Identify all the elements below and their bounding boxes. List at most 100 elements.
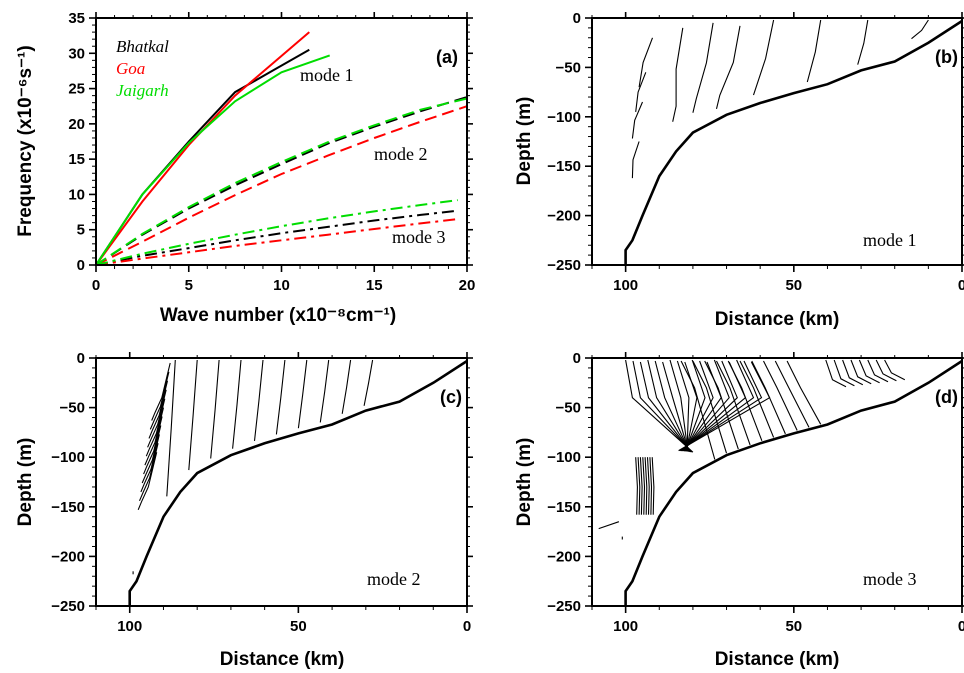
contour-line — [141, 425, 162, 484]
contour-line — [140, 434, 160, 493]
y-tick-label: −100 — [51, 449, 85, 466]
panel-label: (b) — [935, 47, 958, 67]
contour-line — [297, 359, 308, 429]
contour-line — [149, 371, 170, 430]
y-tick-label: −250 — [547, 598, 581, 615]
contour-line — [632, 360, 693, 453]
plot-frame — [591, 17, 963, 266]
contour-line — [681, 360, 738, 452]
contour-line — [598, 521, 620, 530]
contour-line — [669, 359, 689, 452]
contour-line — [151, 362, 171, 421]
contour-line — [774, 360, 810, 428]
x-tick-label: 50 — [785, 277, 802, 294]
axis-ticks: 100 50 0 0 −50 −100 −150 −200 −250 — [51, 350, 473, 635]
series-goa-mode-3 — [96, 218, 458, 265]
y-tick-label: 35 — [68, 10, 85, 27]
x-tick-label: 100 — [117, 618, 142, 635]
contour-lines — [598, 359, 906, 540]
bathymetry-line — [624, 359, 963, 606]
y-tick-label: 30 — [68, 45, 85, 62]
x-tick-label: 0 — [958, 618, 964, 635]
y-tick-label: −200 — [547, 548, 581, 565]
contour-line — [210, 359, 220, 459]
contour-line — [727, 360, 763, 441]
contour-line — [684, 359, 706, 452]
x-tick-label: 100 — [613, 277, 638, 294]
contour-line — [716, 360, 751, 446]
y-tick-label: −150 — [547, 499, 581, 516]
x-axis-label: Distance (km) — [715, 309, 840, 330]
contour-line — [692, 22, 714, 113]
series-jaigarh-mode-1 — [96, 54, 331, 265]
contour-line — [692, 360, 728, 454]
y-tick-label: 0 — [77, 257, 85, 274]
contour-lines — [132, 359, 374, 575]
contour-line — [786, 360, 822, 425]
axis-ticks: 100 50 0 0 −50 −100 −150 −200 −250 — [547, 350, 964, 635]
contour-line — [858, 359, 880, 384]
x-tick-label: 15 — [366, 277, 383, 294]
contour-line — [166, 359, 176, 497]
contour-line — [739, 360, 775, 438]
contour-line — [625, 359, 694, 453]
contour-line — [679, 359, 755, 452]
y-tick-label: −150 — [51, 499, 85, 516]
y-tick-label: −50 — [556, 400, 581, 417]
y-tick-label: 5 — [77, 222, 85, 239]
x-tick-label: 50 — [290, 618, 307, 635]
x-tick-label: 20 — [459, 277, 476, 294]
legend-entry-jaigarh: Jaigarh — [116, 81, 169, 100]
contour-line — [806, 19, 822, 83]
contour-line — [850, 359, 872, 385]
x-tick-label: 0 — [958, 277, 964, 294]
y-tick-label: 0 — [77, 350, 85, 367]
contour-line — [642, 457, 646, 515]
contour-line — [363, 359, 374, 406]
contour-line — [635, 72, 647, 112]
x-axis-label: Distance (km) — [220, 649, 345, 670]
series-goa-mode-1 — [96, 31, 310, 265]
panel-label: (c) — [440, 387, 462, 407]
y-tick-label: −100 — [547, 109, 581, 126]
contour-line — [639, 457, 643, 515]
contour-line — [651, 457, 655, 515]
bathymetry-line — [624, 19, 963, 265]
contour-line — [639, 361, 692, 453]
contour-line — [751, 360, 786, 435]
contour-line — [857, 19, 869, 65]
mode-2-annotation: mode 2 — [374, 144, 428, 164]
y-tick-label: 25 — [68, 81, 85, 98]
contour-line — [144, 407, 165, 466]
mode-1-annotation: mode 1 — [300, 65, 354, 85]
contour-line — [319, 359, 330, 423]
contour-line — [676, 360, 690, 452]
y-tick-label: −200 — [547, 208, 581, 225]
contour-line — [148, 380, 169, 439]
plot-frame — [591, 357, 963, 607]
contour-line — [147, 389, 167, 448]
panel-d-mode-3-section: 100 50 0 0 −50 −100 −150 −200 −250 (d) mode 3 Di… — [514, 350, 964, 670]
x-axis-label: Distance (km) — [715, 649, 840, 670]
plot-frame — [95, 357, 468, 607]
panel-a-frequency-chart: 0 5 10 15 20 0 5 10 15 20 25 30 35 (a) mode 1 mode 2… — [15, 10, 475, 326]
mode-annotation: mode 3 — [863, 569, 917, 589]
contour-line — [631, 101, 644, 139]
axis-ticks: 0 5 10 15 20 0 5 10 15 20 25 30 35 — [68, 10, 475, 294]
contour-line — [649, 457, 653, 515]
contour-line — [842, 359, 864, 386]
y-axis-label: Frequency (x10⁻⁶s⁻¹) — [15, 45, 36, 236]
x-tick-label: 10 — [273, 277, 290, 294]
y-axis-label: Depth (m) — [514, 97, 535, 186]
panel-label: (d) — [935, 387, 958, 407]
contour-line — [715, 25, 741, 110]
panel-b-mode-1-section: 100 50 0 0 −50 −100 −150 −200 −250 (b) mode 1 Di… — [514, 10, 964, 330]
contour-line — [137, 452, 158, 511]
contour-line — [680, 360, 716, 460]
contour-line — [143, 416, 163, 475]
contour-line — [232, 359, 242, 449]
contour-line — [138, 443, 159, 502]
y-tick-label: −100 — [547, 449, 581, 466]
contour-line — [275, 359, 286, 435]
